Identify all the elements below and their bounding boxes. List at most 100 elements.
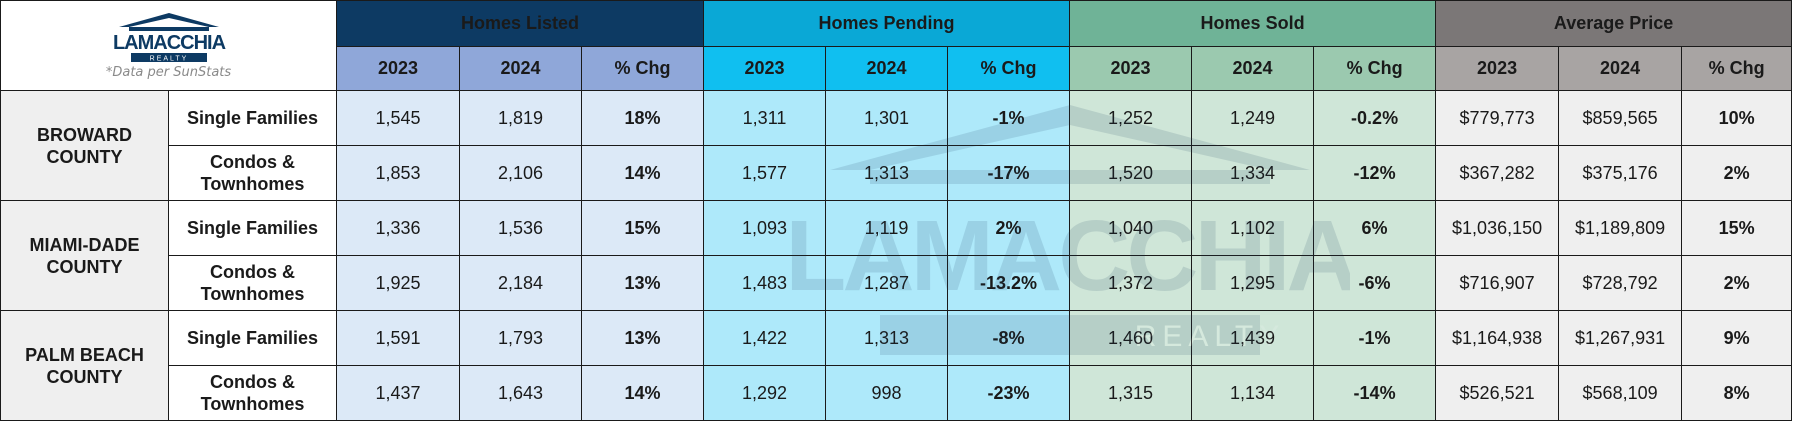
cell-sold-2024: 1,439 <box>1191 310 1315 366</box>
cell-listed-2023: 1,545 <box>336 90 461 146</box>
cell-price-2024: $375,176 <box>1558 145 1683 201</box>
county-label-line1: PALM BEACH <box>25 344 144 365</box>
table-row: PALM BEACH COUNTY Single Families 1,591 1,79… <box>0 310 1793 421</box>
cell-price-chg: 2% <box>1681 145 1793 201</box>
cell-price-chg: 10% <box>1681 90 1793 146</box>
property-type-line2: Townhomes <box>200 394 305 414</box>
cell-pending-2024: 1,119 <box>825 200 949 256</box>
cell-pending-2023: 1,483 <box>703 255 827 311</box>
cell-sold-2023: 1,315 <box>1069 365 1193 421</box>
subheader-sold-2024: 2024 <box>1191 46 1315 91</box>
cell-sold-2024: 1,249 <box>1191 90 1315 146</box>
cell-price-2024: $568,109 <box>1558 365 1683 421</box>
cell-pending-chg: -23% <box>947 365 1071 421</box>
cell-price-chg: 2% <box>1681 255 1793 311</box>
cell-sold-2024: 1,295 <box>1191 255 1315 311</box>
cell-listed-2023: 1,336 <box>336 200 461 256</box>
cell-sold-chg: -14% <box>1313 365 1437 421</box>
table-row: Condos & Townhomes 1,925 2,184 13% 1,483 1,287… <box>1 255 1793 311</box>
cell-listed-chg: 14% <box>581 145 705 201</box>
cell-sold-2023: 1,460 <box>1069 310 1193 366</box>
cell-price-2023: $716,907 <box>1435 255 1560 311</box>
subheader-listed-2024: 2024 <box>459 46 583 91</box>
subheader-pending-2024: 2024 <box>825 46 949 91</box>
data-source-note: *Data per SunStats <box>105 65 232 80</box>
cell-sold-chg: -6% <box>1313 255 1437 311</box>
table-row: Condos & Townhomes 1,437 1,643 14% 1,292 998 -2… <box>1 365 1793 421</box>
cell-price-2023: $367,282 <box>1435 145 1560 201</box>
county-label: MIAMI-DADE COUNTY <box>0 200 169 311</box>
cell-listed-2024: 1,643 <box>459 365 583 421</box>
cell-sold-2023: 1,252 <box>1069 90 1193 146</box>
property-type-label: Condos & Townhomes <box>167 365 338 421</box>
subheader-price-2023: 2023 <box>1435 46 1560 91</box>
subheader-pending-chg: % Chg <box>947 46 1071 91</box>
cell-listed-2024: 1,819 <box>459 90 583 146</box>
cell-price-2024: $1,267,931 <box>1558 310 1683 366</box>
cell-price-2023: $1,164,938 <box>1435 310 1560 366</box>
cell-sold-chg: 6% <box>1313 200 1437 256</box>
cell-listed-chg: 15% <box>581 200 705 256</box>
cell-listed-2023: 1,925 <box>336 255 461 311</box>
cell-listed-chg: 18% <box>581 90 705 146</box>
cell-listed-2023: 1,591 <box>336 310 461 366</box>
cell-sold-2024: 1,102 <box>1191 200 1315 256</box>
table-row: BROWARD COUNTY Single Families 1,545 1,819 18… <box>0 90 1793 201</box>
county-label-line2: COUNTY <box>46 146 123 167</box>
property-type-label: Condos & Townhomes <box>167 145 338 201</box>
cell-sold-2023: 1,040 <box>1069 200 1193 256</box>
cell-sold-chg: -0.2% <box>1313 90 1437 146</box>
cell-price-2024: $1,189,809 <box>1558 200 1683 256</box>
cell-pending-chg: -8% <box>947 310 1071 366</box>
svg-text:LAMACCHIA: LAMACCHIA <box>112 32 225 54</box>
cell-pending-2024: 1,287 <box>825 255 949 311</box>
county-label-line1: MIAMI-DADE <box>29 234 140 255</box>
table-row: MIAMI-DADE COUNTY Single Families 1,336 1,53… <box>0 200 1793 311</box>
cell-price-2024: $859,565 <box>1558 90 1683 146</box>
group-header-sold: Homes Sold <box>1069 0 1437 47</box>
cell-listed-2024: 2,184 <box>459 255 583 311</box>
property-type-label: Single Families <box>167 90 338 146</box>
cell-pending-chg: -13.2% <box>947 255 1071 311</box>
cell-price-chg: 8% <box>1681 365 1793 421</box>
county-label: BROWARD COUNTY <box>0 90 169 201</box>
property-type-label: Single Families <box>167 310 338 366</box>
property-type-line1: Condos & <box>210 152 295 172</box>
cell-pending-2023: 1,311 <box>703 90 827 146</box>
property-type-line1: Condos & <box>210 372 295 392</box>
property-type-line2: Townhomes <box>200 284 305 304</box>
cell-price-2024: $728,792 <box>1558 255 1683 311</box>
property-type-line1: Single Families <box>186 328 319 348</box>
subheader-sold-2023: 2023 <box>1069 46 1193 91</box>
county-label-line2: COUNTY <box>46 256 123 277</box>
property-type-label: Condos & Townhomes <box>167 255 338 311</box>
cell-listed-2024: 1,536 <box>459 200 583 256</box>
cell-pending-chg: -17% <box>947 145 1071 201</box>
cell-pending-2024: 1,313 <box>825 310 949 366</box>
cell-pending-2023: 1,577 <box>703 145 827 201</box>
cell-price-chg: 15% <box>1681 200 1793 256</box>
county-label-line1: BROWARD <box>37 124 132 145</box>
cell-pending-2024: 1,301 <box>825 90 949 146</box>
cell-sold-2023: 1,372 <box>1069 255 1193 311</box>
property-type-label: Single Families <box>167 200 338 256</box>
property-type-line1: Single Families <box>186 108 319 128</box>
cell-pending-chg: 2% <box>947 200 1071 256</box>
subheader-listed-chg: % Chg <box>581 46 705 91</box>
property-type-line1: Condos & <box>210 262 295 282</box>
subheader-price-chg: % Chg <box>1681 46 1793 91</box>
cell-listed-chg: 13% <box>581 255 705 311</box>
cell-sold-2024: 1,334 <box>1191 145 1315 201</box>
cell-price-2023: $1,036,150 <box>1435 200 1560 256</box>
cell-price-2023: $779,773 <box>1435 90 1560 146</box>
cell-price-chg: 9% <box>1681 310 1793 366</box>
cell-price-2023: $526,521 <box>1435 365 1560 421</box>
group-header-listed: Homes Listed <box>336 0 705 47</box>
cell-pending-2024: 1,313 <box>825 145 949 201</box>
table-row: Condos & Townhomes 1,853 2,106 14% 1,577 1,313… <box>1 145 1793 201</box>
cell-pending-2023: 1,093 <box>703 200 827 256</box>
cell-listed-2024: 2,106 <box>459 145 583 201</box>
cell-sold-chg: -1% <box>1313 310 1437 366</box>
group-header-price: Average Price <box>1435 0 1793 47</box>
